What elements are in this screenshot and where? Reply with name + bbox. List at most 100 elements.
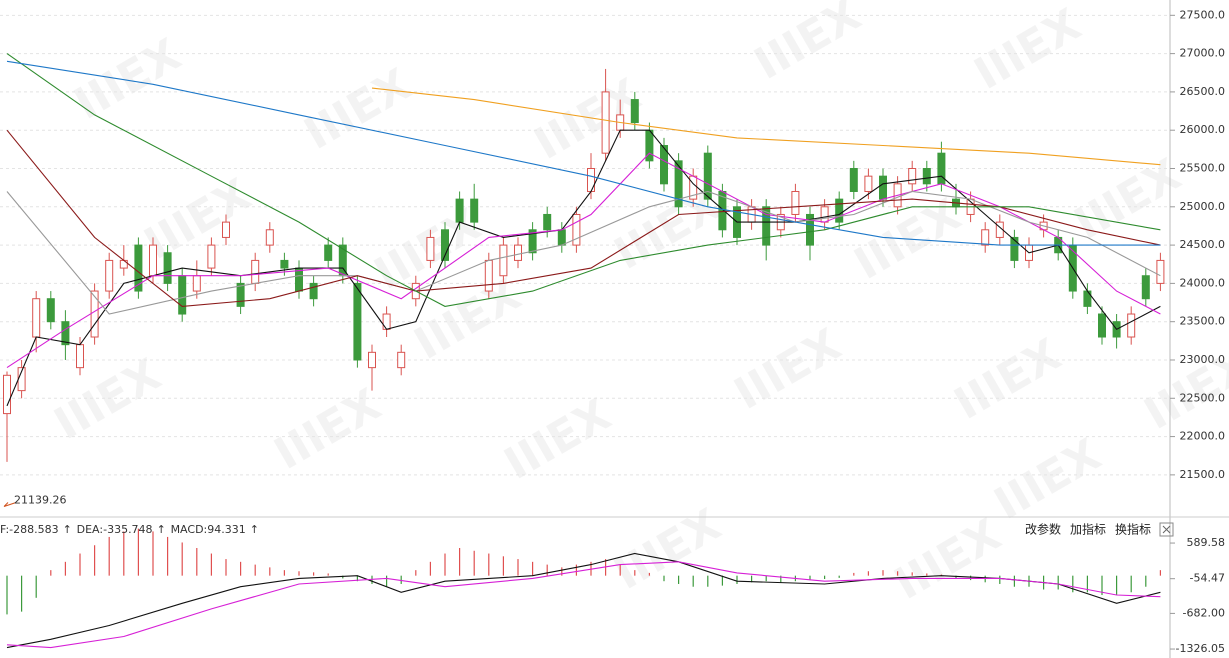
line — [371, 87, 1161, 166]
candle-body — [820, 206, 829, 223]
candle-body — [528, 229, 537, 254]
candle-body — [119, 259, 128, 269]
low-label: 21139.26 — [14, 494, 67, 507]
candle-body — [353, 282, 362, 361]
candle-body — [236, 282, 245, 307]
macd-panel: 589.58 -54.47 -682.00 -1326.05 F:-288.583 ↑ DE… — [0, 523, 1225, 655]
candle-body — [134, 244, 143, 292]
candle-body — [601, 91, 610, 154]
line — [6, 53, 1161, 307]
candle-body — [163, 252, 172, 284]
candle-body — [922, 168, 931, 185]
candle-body — [660, 145, 668, 185]
candle-body — [835, 198, 844, 223]
candle-body — [90, 290, 99, 338]
candle-body — [514, 244, 522, 261]
candle-body — [879, 175, 887, 200]
line — [6, 129, 1161, 407]
candle-body — [1083, 290, 1092, 307]
line — [6, 129, 1161, 307]
indicator-label: DEA:-335.748 — [77, 523, 153, 536]
candle-body — [76, 344, 84, 369]
candle-body — [178, 275, 187, 315]
y-tick-label: -54.47 — [1190, 572, 1225, 585]
candle-body — [46, 298, 55, 323]
indicator-arrow: ↑ — [157, 523, 166, 536]
candle-body — [572, 213, 581, 246]
candle-body — [1141, 275, 1150, 300]
candle-body — [61, 321, 70, 346]
indicator-label: F:-288.583 — [0, 523, 59, 536]
candle-body — [908, 168, 917, 185]
candle-body — [32, 298, 41, 338]
close-button[interactable] — [1159, 522, 1174, 537]
candle-body — [981, 229, 990, 246]
candle-body — [149, 244, 157, 277]
candle-body — [222, 221, 230, 238]
candle-body — [1010, 236, 1019, 261]
y-tick-label: 23500.0 — [1180, 315, 1226, 328]
line — [6, 60, 1161, 246]
candle-body — [397, 351, 406, 369]
y-tick-label: 23000.0 — [1180, 353, 1226, 366]
y-tick-label: 26000.0 — [1180, 123, 1226, 136]
candle-body — [251, 259, 260, 284]
y-tick-label: -1326.05 — [1176, 642, 1225, 655]
candle-body — [470, 198, 479, 223]
y-tick-label: 25500.0 — [1180, 162, 1226, 175]
candle-body — [3, 374, 11, 415]
y-tick-label: 22000.0 — [1180, 430, 1226, 443]
y-tick-label: 27000.0 — [1180, 47, 1226, 60]
candle-body — [192, 275, 201, 292]
indicator-label: MACD:94.331 — [171, 523, 246, 536]
candle-body — [703, 152, 712, 200]
candle-body — [265, 229, 274, 246]
candle-body — [499, 244, 508, 277]
y-tick-label: -682.00 — [1183, 606, 1225, 619]
close-icon — [1162, 525, 1171, 534]
candle-body — [105, 259, 114, 292]
candle-body — [543, 213, 552, 231]
candle-body — [1156, 259, 1165, 284]
candle-body — [674, 160, 683, 208]
candle-body — [295, 267, 303, 292]
candle-body — [849, 168, 858, 192]
candle-body — [864, 175, 873, 192]
y-tick-label: 26500.0 — [1180, 85, 1226, 98]
candle-body — [309, 282, 318, 300]
candle-body — [207, 244, 216, 269]
candle-body — [484, 259, 493, 292]
candle-body — [455, 198, 464, 223]
candle-body — [382, 313, 391, 330]
candle-body — [791, 190, 800, 215]
candle-body — [1098, 313, 1106, 338]
button[interactable]: 换指标 — [1115, 522, 1151, 537]
candle-body — [368, 351, 376, 369]
candle-body — [426, 236, 435, 261]
line — [6, 561, 1161, 649]
candle-body — [557, 229, 566, 246]
low-arrow — [3, 502, 17, 507]
candle-body — [762, 206, 771, 246]
candle-body — [806, 213, 814, 246]
y-tick-label: 24000.0 — [1180, 276, 1226, 289]
y-tick-label: 24500.0 — [1180, 238, 1226, 251]
candle-body — [441, 229, 449, 261]
main-panel: 21500.0 22000.0 22500.0 23000.0 23500.0 24000… — [0, 8, 1226, 507]
indicator-arrow: ↑ — [250, 523, 259, 536]
candle-body — [280, 259, 289, 269]
line — [6, 552, 1161, 649]
y-tick-label: 27500.0 — [1180, 8, 1226, 21]
y-tick-label: 589.58 — [1187, 536, 1226, 549]
y-tick-label: 22500.0 — [1180, 391, 1226, 404]
y-tick-label: 25000.0 — [1180, 200, 1226, 213]
candle-body — [324, 244, 333, 261]
indicator-arrow: ↑ — [63, 523, 72, 536]
candle-body — [587, 168, 595, 192]
button[interactable]: 加指标 — [1070, 522, 1106, 537]
candle-body — [1127, 313, 1136, 338]
button[interactable]: 改参数 — [1025, 522, 1061, 537]
candle-body — [937, 152, 946, 185]
